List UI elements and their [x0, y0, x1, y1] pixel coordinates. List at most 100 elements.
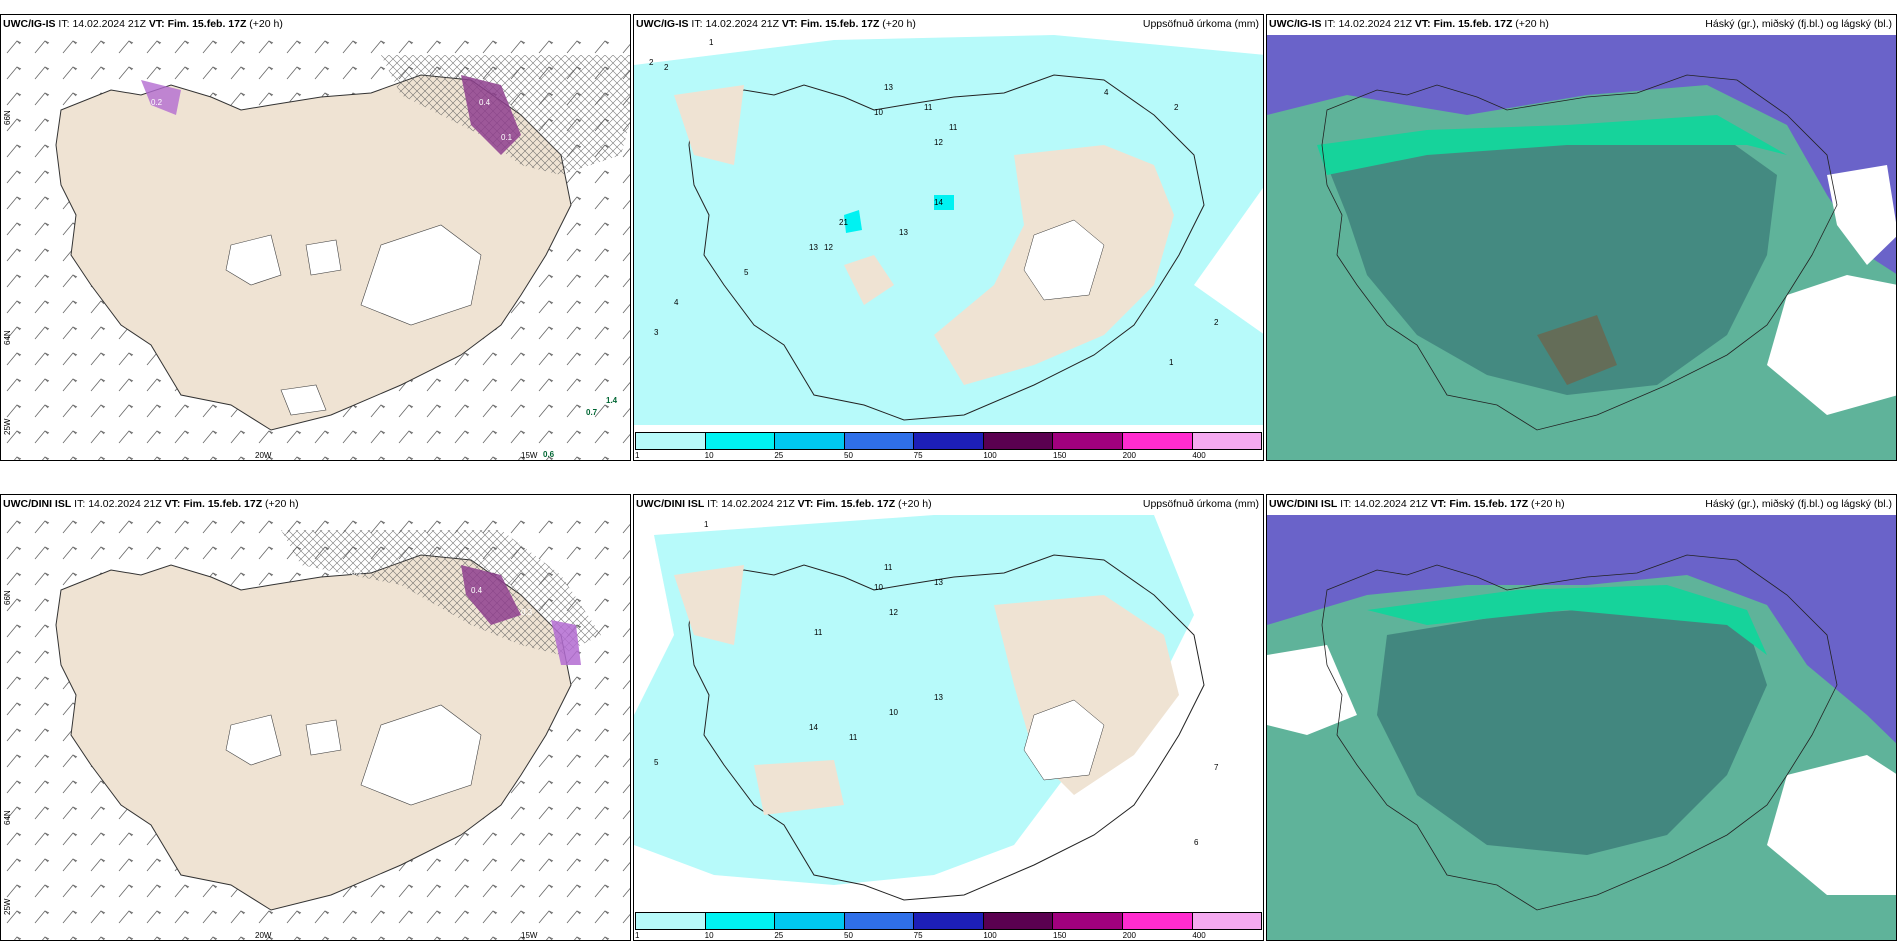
- panel-header: UWC/DINI ISL IT: 14.02.2024 21Z VT: Fim.…: [3, 498, 299, 510]
- colorbar-tick: 400: [1192, 451, 1206, 460]
- lon-label: 20W: [255, 931, 272, 940]
- colorbar-segment: [1053, 913, 1123, 929]
- data-label: 10: [874, 583, 883, 592]
- colorbar-tick: 100: [983, 931, 997, 940]
- data-label: 6: [1194, 838, 1199, 847]
- colorbar-tick: 25: [774, 451, 784, 460]
- panel-title: Háský (gr.), miðský (fj.bl.) og lágský (…: [1705, 18, 1892, 30]
- map-panel-precip-bottom: UWC/DINI ISL IT: 14.02.2024 21Z VT: Fim.…: [633, 494, 1264, 941]
- lat-label: 25W: [3, 898, 12, 915]
- data-label: 4: [1104, 88, 1109, 97]
- colorbar-ticks: 1 10 25 50 75 100 150 200 400: [635, 450, 1262, 460]
- colorbar-tick: 10: [704, 931, 714, 940]
- map-panel-wind-bottom: UWC/DINI ISL IT: 14.02.2024 21Z VT: Fim.…: [0, 494, 631, 941]
- colorbar-segment: [636, 433, 706, 449]
- colorbar-tick: 200: [1122, 451, 1137, 460]
- data-label: 11: [949, 123, 958, 132]
- annotation: 1.4: [606, 396, 618, 405]
- annotation: 0.6: [543, 450, 555, 459]
- data-label: 13: [934, 578, 943, 587]
- panel-header: UWC/IG-IS IT: 14.02.2024 21Z VT: Fim. 15…: [1269, 18, 1549, 30]
- iceland-land: [688, 74, 1205, 421]
- colorbar-segment: [705, 913, 776, 929]
- data-label: 14: [809, 723, 818, 732]
- colorbar-tick: 50: [844, 451, 853, 460]
- colorbar-tick: 150: [1053, 931, 1067, 940]
- wind-map: 0.1 0.4 0.3: [1, 515, 630, 940]
- annotation: 0.4: [479, 98, 491, 107]
- lat-label: 66N: [3, 590, 12, 605]
- panel-header: UWC/IG-IS IT: 14.02.2024 21Z VT: Fim. 15…: [3, 18, 283, 30]
- data-label: 12: [889, 608, 898, 617]
- cloud-map: [1267, 35, 1896, 460]
- colorbar-tick: 75: [913, 931, 923, 940]
- annotation: 0.2: [151, 98, 163, 107]
- map-panel-clouds-top: UWC/IG-IS IT: 14.02.2024 21Z VT: Fim. 15…: [1266, 14, 1897, 461]
- data-label: 11: [884, 563, 893, 572]
- colorbar-segment: [1122, 433, 1193, 449]
- cloud-map: [1267, 515, 1896, 940]
- data-label: 5: [654, 758, 659, 767]
- data-label: 13: [934, 693, 943, 702]
- lon-label: 15W: [521, 931, 538, 940]
- colorbar-tick: 10: [704, 451, 714, 460]
- data-label: 5: [744, 268, 749, 277]
- annotation: 0.4: [471, 586, 483, 595]
- panel-title: Uppsöfnuð úrkoma (mm): [1142, 498, 1259, 510]
- colorbar-segment: [983, 433, 1054, 449]
- map-panel-wind-top: UWC/IG-IS IT: 14.02.2024 21Z VT: Fim. 15…: [0, 14, 631, 461]
- data-label: 3: [654, 328, 659, 337]
- lon-label: 20W: [255, 451, 272, 460]
- data-label: 2: [1214, 318, 1219, 327]
- data-label: 1: [704, 520, 709, 529]
- annotation: 0.3: [521, 608, 533, 617]
- colorbar: [635, 912, 1262, 930]
- precip-map: 1 11 10 13 11 12 10 13 14 11 7 6 5: [634, 515, 1263, 905]
- colorbar-tick: 1: [635, 451, 640, 460]
- map-panel-precip-top: UWC/IG-IS IT: 14.02.2024 21Z VT: Fim. 15…: [633, 14, 1264, 461]
- lon-label: 15W: [521, 451, 538, 460]
- data-label: 2: [1174, 103, 1179, 112]
- data-label: 11: [849, 733, 858, 742]
- colorbar-segment: [844, 913, 915, 929]
- data-label: 13: [884, 83, 893, 92]
- panel-title: Uppsöfnuð úrkoma (mm): [1142, 18, 1259, 30]
- colorbar-segment: [705, 433, 776, 449]
- colorbar-tick: 150: [1053, 451, 1067, 460]
- data-label: 1: [709, 38, 714, 47]
- annotation: 0.1: [351, 568, 363, 577]
- colorbar-segment: [1192, 433, 1262, 449]
- data-label: 14: [934, 198, 943, 207]
- data-label: 13: [809, 243, 818, 252]
- iceland-land: [688, 554, 1205, 901]
- data-label: 12: [934, 138, 943, 147]
- colorbar-tick: 75: [913, 451, 923, 460]
- map-panel-clouds-bottom: UWC/DINI ISL IT: 14.02.2024 21Z VT: Fim.…: [1266, 494, 1897, 941]
- lat-label: 25W: [3, 418, 12, 435]
- data-label: 21: [839, 218, 848, 227]
- colorbar-segment: [983, 913, 1054, 929]
- colorbar-tick: 100: [983, 451, 997, 460]
- data-label: 7: [1214, 763, 1219, 772]
- data-label: 10: [889, 708, 898, 717]
- wind-map: 0.2 0.4 0.1 0.7 1.4 0.6: [1, 35, 630, 460]
- data-label: 11: [814, 628, 823, 637]
- colorbar-segment: [914, 913, 984, 929]
- colorbar-tick: 25: [774, 931, 784, 940]
- panel-header: UWC/DINI ISL IT: 14.02.2024 21Z VT: Fim.…: [636, 498, 932, 510]
- precip-map: 13 11 10 11 12 21 14 13 13 12 2 2 1 4 2 …: [634, 35, 1263, 425]
- lat-label: 64N: [3, 810, 12, 825]
- data-label: 13: [899, 228, 908, 237]
- annotation: 0.7: [586, 408, 598, 417]
- colorbar-segment: [1122, 913, 1193, 929]
- annotation: 0.1: [501, 133, 513, 142]
- panel-header: UWC/DINI ISL IT: 14.02.2024 21Z VT: Fim.…: [1269, 498, 1565, 510]
- data-label: 2: [664, 63, 669, 72]
- colorbar-tick: 200: [1122, 931, 1137, 940]
- data-label: 10: [874, 108, 883, 117]
- data-label: 12: [824, 243, 833, 252]
- colorbar-segment: [775, 433, 845, 449]
- lat-label: 66N: [3, 110, 12, 125]
- data-label: 2: [649, 58, 654, 67]
- colorbar-segment: [1192, 913, 1262, 929]
